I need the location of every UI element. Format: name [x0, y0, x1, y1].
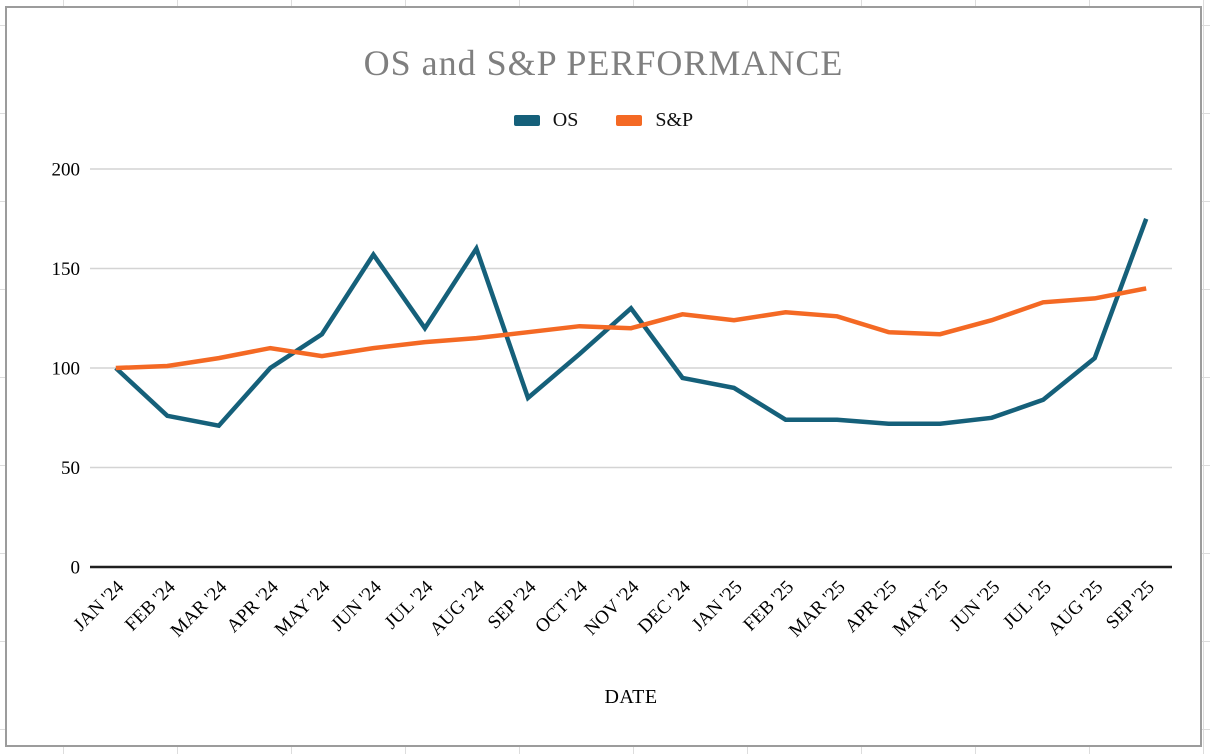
x-axis-tick-label: AUG '25 [1044, 577, 1107, 640]
x-axis-tick-label: JUN '24 [327, 576, 386, 635]
legend-item-os: OS [513, 109, 579, 132]
legend-label-sp: S&P [655, 109, 694, 131]
x-axis-tick-label: NOV '24 [581, 576, 644, 639]
x-axis-tick-label: JAN '24 [70, 576, 129, 635]
y-axis-tick-label: 200 [52, 160, 81, 181]
x-axis-tick-label: DEC '24 [634, 576, 695, 637]
x-axis-tick-label: JUN '25 [946, 577, 1005, 636]
y-axis-tick-label: 0 [71, 558, 81, 579]
y-axis-tick-label: 150 [52, 259, 81, 280]
legend-label-os: OS [552, 109, 579, 131]
x-axis-tick-label: AUG '24 [426, 576, 490, 640]
x-axis-tick-label: JAN '25 [688, 577, 747, 636]
x-axis-title: DATE [604, 686, 658, 708]
x-axis-tick-label: MAY '25 [889, 577, 953, 641]
y-axis-tick-label: 100 [52, 359, 81, 380]
series-line-sp [115, 286, 1147, 371]
x-axis-tick-label: SEP '25 [1102, 577, 1159, 634]
x-axis-tick-label: MAY '24 [271, 576, 335, 640]
os-series-swatch-icon [513, 115, 540, 126]
y-axis-tick-label: 50 [61, 458, 80, 479]
chart-title: OS and S&P PERFORMANCE [363, 43, 844, 83]
chart-object[interactable]: OS and S&P PERFORMANCE OS S&P 0 50 100 150 2… [5, 6, 1202, 747]
sp-series-swatch-icon [616, 115, 643, 126]
x-axis-tick-label: MAR '25 [785, 577, 850, 642]
chart-legend: OS S&P [7, 109, 1200, 132]
legend-item-sp: S&P [616, 109, 693, 132]
series-line-os [114, 218, 1149, 429]
x-axis-tick-label: MAR '24 [167, 576, 232, 641]
